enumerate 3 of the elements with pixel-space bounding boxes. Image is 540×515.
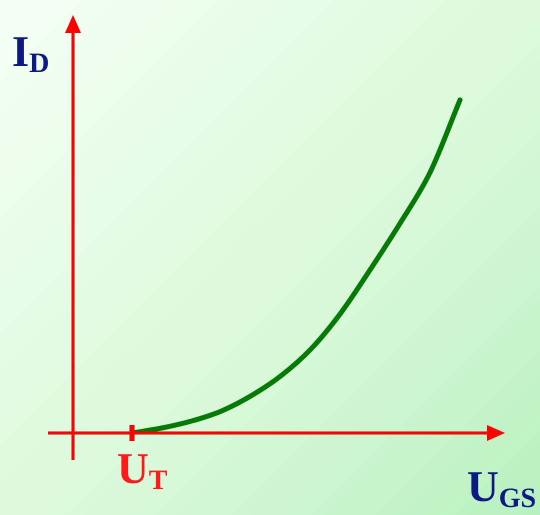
x-axis-title: U$_{GS}$ (467, 462, 536, 514)
y-axis-title: I$_{D}$ (12, 27, 50, 79)
text: U$_{T}$ (117, 444, 168, 496)
